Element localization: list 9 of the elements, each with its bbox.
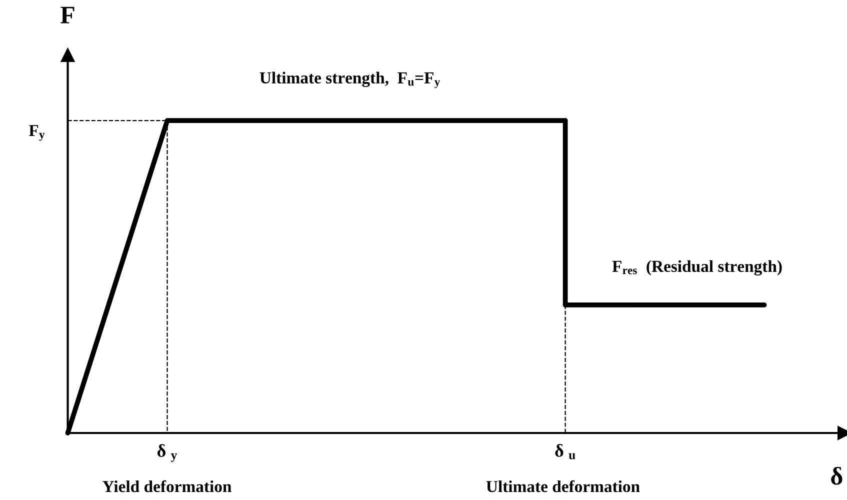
text: F$_{y}$ xyxy=(28,125,45,141)
x-tick-label: δ $_{y}$ xyxy=(157,444,178,462)
annotation: F$_{res}$ (Residual strength) xyxy=(612,260,782,276)
x-axis-title: δ xyxy=(831,466,842,485)
text: Yield deformation xyxy=(102,480,232,492)
text: Ultimate deformation xyxy=(486,480,640,492)
x-tick-label: δ $_{u}$ xyxy=(555,444,576,460)
y-axis-title: F xyxy=(60,6,74,24)
text: Ultimate strength, F$_{u}$=F$_{y}$ xyxy=(260,72,440,88)
